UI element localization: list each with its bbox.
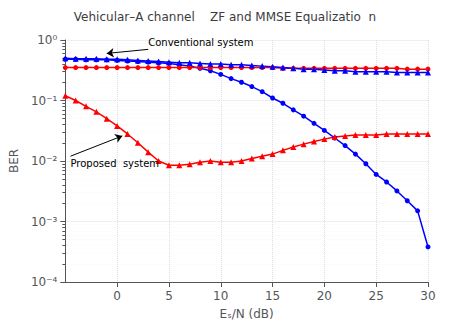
svg-text:15: 15 (265, 289, 280, 303)
svg-text:Vehicular–A channel ZF and: Vehicular–A channel ZF and MMSE Equaliza… (74, 10, 376, 24)
svg-text:30: 30 (420, 289, 435, 303)
svg-text:20: 20 (317, 289, 332, 303)
svg-text:5: 5 (165, 289, 173, 303)
svg-text:10⁻³: 10⁻³ (31, 215, 58, 229)
svg-text:Proposed system: Proposed system (70, 158, 159, 169)
svg-text:10⁻²: 10⁻² (31, 154, 58, 168)
svg-text:10⁻¹: 10⁻¹ (31, 94, 58, 108)
svg-text:10: 10 (213, 289, 228, 303)
svg-text:10⁻⁴: 10⁻⁴ (31, 275, 58, 289)
svg-text:10⁰: 10⁰ (37, 33, 57, 47)
svg-text:Conventional system: Conventional system (148, 37, 253, 48)
svg-text:25: 25 (369, 289, 384, 303)
svg-text:0: 0 (113, 289, 121, 303)
svg-text:BER: BER (7, 149, 21, 173)
svg-text:Eₛ/N (dB): Eₛ/N (dB) (220, 307, 274, 321)
